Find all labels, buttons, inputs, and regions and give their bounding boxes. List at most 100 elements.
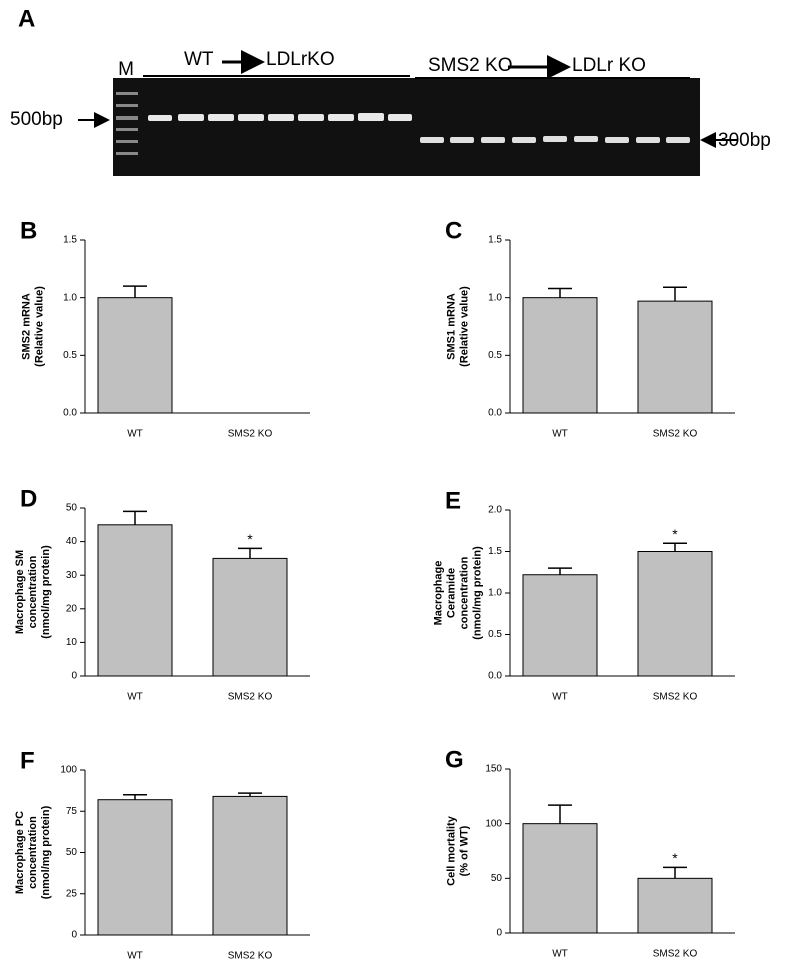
y-tick-label: 50 bbox=[491, 873, 503, 884]
y-tick-label: 20 bbox=[66, 603, 78, 614]
y-axis-label: (nmol/mg protein) bbox=[40, 805, 52, 899]
y-axis-label: (Relative value) bbox=[33, 286, 45, 367]
y-tick-label: 1.0 bbox=[63, 292, 77, 303]
x-tick-label: SMS2 KO bbox=[228, 429, 273, 440]
error-bar bbox=[123, 794, 147, 800]
error-bar bbox=[238, 547, 262, 559]
y-tick-label: 1.5 bbox=[488, 546, 502, 557]
panel-label: D bbox=[20, 485, 37, 512]
y-axis-label: (Relative value) bbox=[458, 286, 470, 367]
y-tick-label: 1.0 bbox=[488, 292, 502, 303]
error-bar bbox=[123, 510, 147, 525]
y-tick-label: 0.5 bbox=[63, 350, 77, 361]
bar bbox=[212, 557, 288, 677]
y-axis-label: (nmol/mg protein) bbox=[40, 545, 52, 639]
x-tick-label: WT bbox=[127, 951, 143, 962]
error-bar bbox=[663, 286, 687, 302]
error-bar bbox=[123, 285, 147, 298]
y-axis-label: (% of WT) bbox=[458, 825, 470, 876]
y-tick-label: 50 bbox=[66, 503, 78, 514]
panel-label: F bbox=[20, 747, 35, 774]
y-tick-label: 30 bbox=[66, 570, 78, 581]
x-tick-label: SMS2 KO bbox=[228, 951, 273, 962]
y-axis-label: SMS2 mRNA bbox=[20, 293, 32, 360]
marker-label: M bbox=[118, 59, 134, 80]
y-tick-label: 0 bbox=[71, 671, 77, 682]
y-tick-label: 0.5 bbox=[488, 350, 502, 361]
y-axis-label: Macrophage bbox=[432, 561, 444, 626]
x-tick-label: SMS2 KO bbox=[653, 949, 698, 960]
error-bar bbox=[663, 542, 687, 552]
bar bbox=[522, 823, 598, 934]
y-tick-label: 25 bbox=[66, 888, 78, 899]
y-tick-label: 75 bbox=[66, 806, 78, 817]
panel-label: A bbox=[18, 5, 35, 32]
y-tick-label: 40 bbox=[66, 536, 78, 547]
y-tick-label: 0 bbox=[496, 928, 502, 939]
ko-bands bbox=[420, 136, 690, 143]
y-tick-label: 50 bbox=[66, 847, 78, 858]
ladder bbox=[116, 92, 138, 155]
error-bar bbox=[663, 866, 687, 879]
y-tick-label: 1.0 bbox=[488, 588, 502, 599]
x-tick-label: WT bbox=[552, 949, 568, 960]
size-label: 300bp bbox=[718, 130, 771, 151]
bar bbox=[637, 300, 713, 414]
y-tick-label: 0.0 bbox=[63, 408, 77, 419]
x-tick-label: WT bbox=[127, 692, 143, 703]
y-axis-label: Ceramide bbox=[445, 568, 457, 618]
group-label: SMS2 KO bbox=[428, 55, 512, 76]
y-tick-label: 0.5 bbox=[488, 629, 502, 640]
error-bar bbox=[548, 804, 572, 824]
bar bbox=[637, 877, 713, 934]
y-tick-label: 150 bbox=[485, 764, 502, 775]
bar bbox=[97, 799, 173, 936]
y-tick-label: 0.0 bbox=[488, 408, 502, 419]
bar bbox=[212, 795, 288, 936]
group-label: WT bbox=[184, 49, 214, 70]
y-tick-label: 100 bbox=[60, 765, 77, 776]
gel-panel: A M WT LDLrKO SMS2 KO LDLr KO 500bp 300b… bbox=[10, 5, 771, 176]
y-tick-label: 0 bbox=[71, 930, 77, 941]
panel-label: E bbox=[445, 487, 461, 514]
y-axis-label: Macrophage SM bbox=[14, 550, 26, 634]
error-bar bbox=[548, 567, 572, 575]
error-bar bbox=[238, 792, 262, 797]
y-axis-label: Macrophage PC bbox=[14, 811, 26, 894]
wt-bands bbox=[148, 113, 412, 121]
x-tick-label: SMS2 KO bbox=[653, 429, 698, 440]
y-axis-label: (nmol/mg protein) bbox=[471, 546, 483, 640]
x-tick-label: WT bbox=[552, 692, 568, 703]
x-tick-label: WT bbox=[127, 429, 143, 440]
panel-label: B bbox=[20, 217, 37, 244]
group-label: LDLrKO bbox=[266, 49, 335, 70]
significance: * bbox=[247, 531, 253, 547]
bar bbox=[522, 297, 598, 414]
bar bbox=[97, 297, 173, 414]
y-axis-label: concentration bbox=[27, 816, 39, 889]
bar bbox=[522, 574, 598, 677]
bar bbox=[637, 551, 713, 677]
x-tick-label: SMS2 KO bbox=[653, 692, 698, 703]
error-bar bbox=[548, 287, 572, 298]
y-tick-label: 10 bbox=[66, 637, 78, 648]
y-tick-label: 1.5 bbox=[63, 235, 77, 246]
group-label: LDLr KO bbox=[572, 55, 646, 76]
x-tick-label: SMS2 KO bbox=[228, 692, 273, 703]
significance: * bbox=[672, 850, 678, 866]
y-axis-label: SMS1 mRNA bbox=[445, 293, 457, 360]
y-axis-label: Cell mortality bbox=[445, 815, 457, 886]
gel-image bbox=[113, 78, 700, 176]
significance: * bbox=[672, 526, 678, 542]
x-tick-label: WT bbox=[552, 429, 568, 440]
panel-label: C bbox=[445, 217, 462, 244]
size-label: 500bp bbox=[10, 109, 63, 130]
y-axis-label: concentration bbox=[458, 556, 470, 629]
y-tick-label: 1.5 bbox=[488, 235, 502, 246]
bar bbox=[97, 524, 173, 677]
y-tick-label: 2.0 bbox=[488, 505, 502, 516]
y-tick-label: 100 bbox=[485, 818, 502, 829]
y-tick-label: 0.0 bbox=[488, 671, 502, 682]
panel-label: G bbox=[445, 746, 464, 773]
